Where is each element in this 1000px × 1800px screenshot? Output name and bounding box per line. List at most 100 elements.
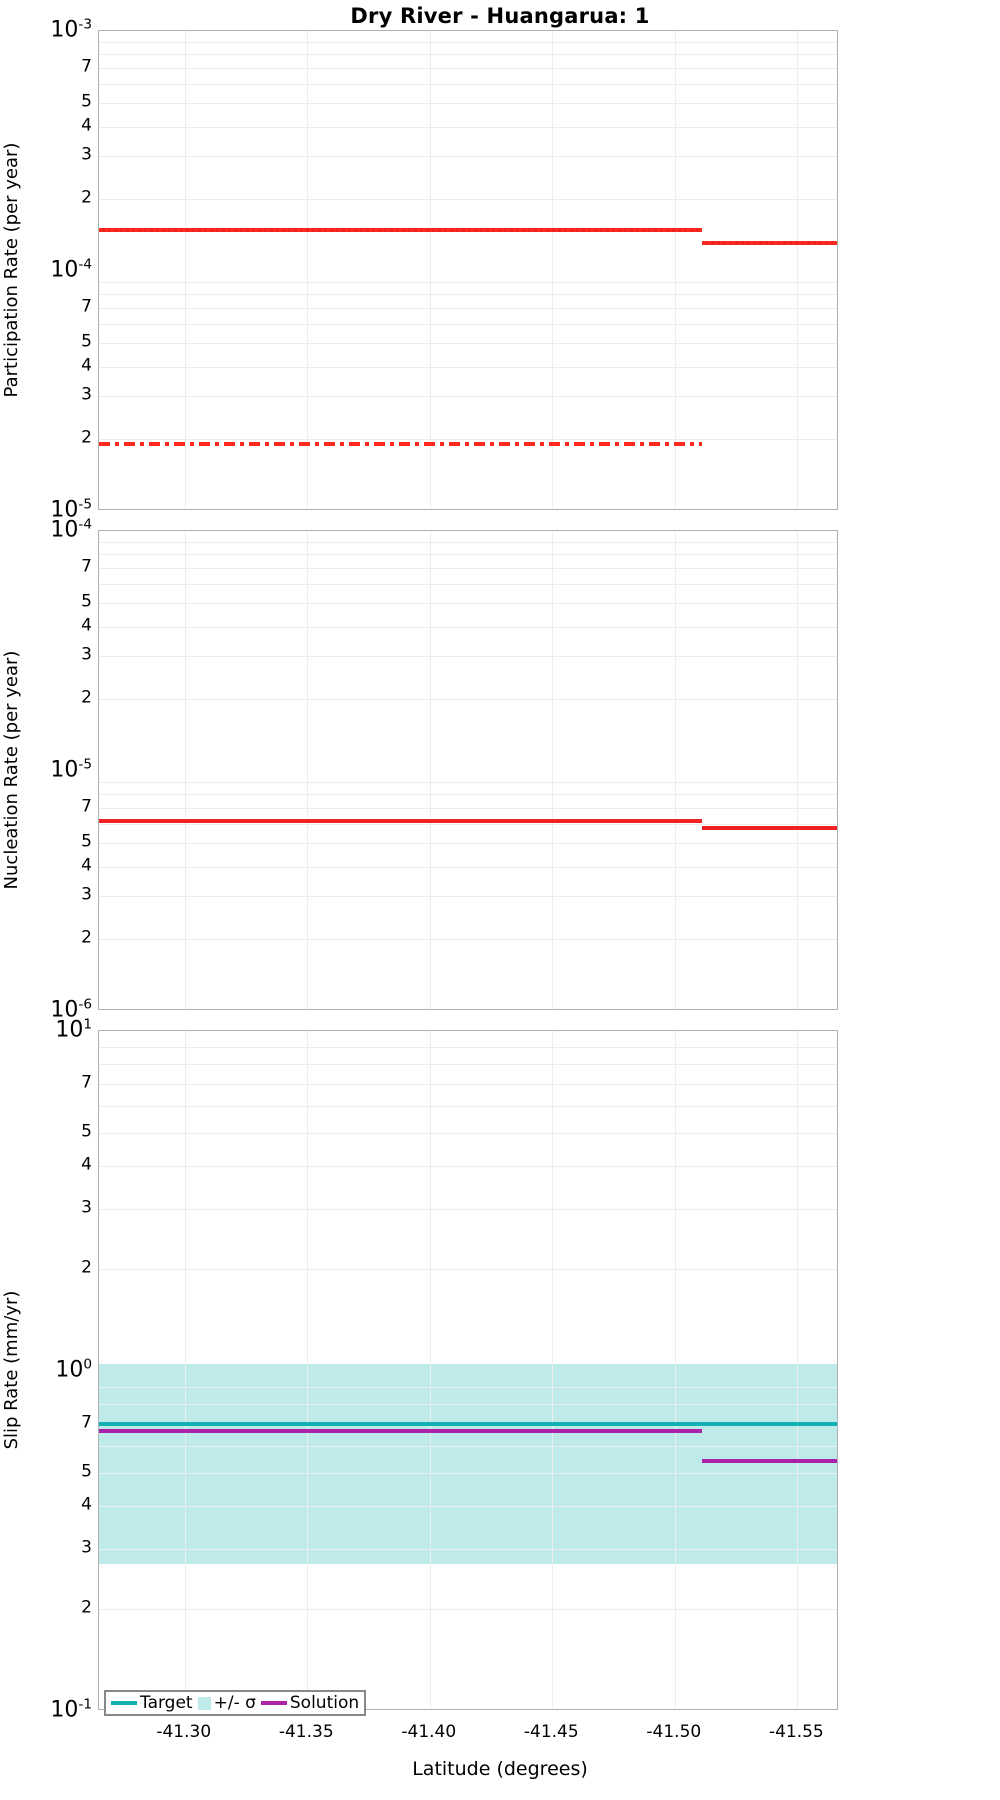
gridline-horizontal — [99, 1063, 837, 1065]
gridline-vertical — [184, 31, 186, 509]
y-tick-major: 101 — [55, 1016, 92, 1043]
gridline-vertical — [307, 1031, 309, 1709]
gridline-horizontal — [99, 1473, 837, 1475]
gridline-vertical — [552, 1031, 554, 1709]
y-tick-minor: 4 — [81, 1494, 92, 1515]
gridline-horizontal — [99, 568, 837, 570]
gridline-horizontal — [99, 324, 837, 326]
gridline-horizontal — [99, 1133, 837, 1135]
gridline-horizontal — [99, 938, 837, 940]
y-tick-minor: 4 — [81, 115, 92, 135]
gridline-horizontal — [99, 554, 837, 556]
legend-item[interactable]: +/- σ — [197, 1693, 256, 1713]
gridline-horizontal — [99, 603, 837, 605]
gridline-horizontal — [99, 794, 837, 796]
gridline-vertical — [429, 31, 431, 509]
gridline-vertical — [797, 1031, 799, 1709]
gridline-horizontal — [99, 198, 837, 200]
y-tick-minor: 5 — [81, 591, 92, 612]
gridline-vertical — [797, 531, 799, 1009]
y-tick-minor: 7 — [81, 1412, 92, 1433]
legend-panel3[interactable]: Target +/- σ Solution — [104, 1690, 367, 1716]
data-line-solution-nucleation — [99, 818, 702, 823]
y-tick-major: 10-5 — [50, 496, 92, 523]
y-tick-minor: 4 — [81, 855, 92, 875]
data-line-solution — [701, 1458, 837, 1463]
gridline-vertical — [307, 531, 309, 1009]
uncertainty-band — [99, 1363, 837, 1565]
y-tick-major: 100 — [55, 1356, 92, 1383]
legend-label: Solution — [289, 1693, 360, 1713]
y-tick-major: 10-6 — [50, 996, 92, 1023]
y-tick-minor: 5 — [81, 1461, 92, 1482]
gridline-horizontal — [99, 896, 837, 898]
data-line-m-7 — [701, 240, 837, 245]
y-tick-minor: 3 — [81, 1197, 92, 1218]
gridline-horizontal — [99, 68, 837, 70]
gridline-horizontal — [99, 698, 837, 700]
gridline-horizontal — [99, 781, 837, 783]
gridline-horizontal — [99, 1386, 837, 1388]
data-line-solution-nucleation — [701, 825, 837, 830]
x-tick-label: -41.40 — [401, 1722, 457, 1742]
y-tick-minor: 7 — [81, 56, 92, 77]
gridline-vertical — [797, 31, 799, 509]
x-tick-label: -41.55 — [768, 1722, 824, 1742]
y-tick-minor: 5 — [81, 1121, 92, 1142]
y-tick-minor: 4 — [81, 615, 92, 635]
gridline-horizontal — [99, 656, 837, 658]
y-tick-minor: 2 — [81, 687, 92, 708]
x-tick-label: -41.30 — [156, 1722, 212, 1742]
y-tick-minor: 5 — [81, 831, 92, 852]
gridline-horizontal — [99, 1208, 837, 1210]
y-tick-minor: 5 — [81, 91, 92, 112]
gridline-horizontal — [99, 1106, 837, 1108]
y-tick-minor: 3 — [81, 144, 92, 165]
gridline-horizontal — [99, 438, 837, 440]
gridline-horizontal — [99, 103, 837, 105]
gridline-horizontal — [99, 1506, 837, 1508]
legend-label: +/- σ — [213, 1693, 256, 1713]
gridline-horizontal — [99, 396, 837, 398]
gridline-horizontal — [99, 626, 837, 628]
y-tick-minor: 5 — [81, 331, 92, 352]
y-tick-minor: 2 — [81, 427, 92, 448]
gridline-horizontal — [99, 1083, 837, 1085]
page-title: Dry River - Huangarua: 1 — [350, 4, 650, 28]
y-tick-minor: 3 — [81, 1537, 92, 1558]
y-tick-minor: 2 — [81, 1257, 92, 1278]
legend-item[interactable]: Target — [111, 1693, 193, 1713]
gridline-vertical — [307, 31, 309, 509]
gridline-horizontal — [99, 584, 837, 586]
gridline-horizontal — [99, 1608, 837, 1610]
gridline-vertical — [674, 1031, 676, 1709]
y-tick-minor: 2 — [81, 187, 92, 208]
x-tick-label: -41.35 — [278, 1722, 334, 1742]
gridline-horizontal — [99, 294, 837, 296]
gridline-horizontal — [99, 281, 837, 283]
plot-panel-nucleation-rate — [98, 530, 838, 1010]
gridline-horizontal — [99, 1046, 837, 1048]
gridline-horizontal — [99, 1403, 837, 1405]
y-tick-minor: 2 — [81, 1597, 92, 1618]
gridline-vertical — [429, 1031, 431, 1709]
gridline-vertical — [184, 1031, 186, 1709]
legend-item[interactable]: Solution — [260, 1693, 360, 1713]
gridline-horizontal — [99, 808, 837, 810]
y-tick-minor: 7 — [81, 296, 92, 317]
gridline-horizontal — [99, 1548, 837, 1550]
y-tick-major: 10-3 — [50, 16, 92, 43]
gridline-vertical — [674, 531, 676, 1009]
y-tick-minor: 3 — [81, 644, 92, 665]
legend-swatch-line-icon — [260, 1701, 287, 1705]
gridline-horizontal — [99, 41, 837, 43]
y-tick-minor: 4 — [81, 1154, 92, 1175]
legend-label: Target — [140, 1693, 193, 1713]
gridline-vertical — [674, 31, 676, 509]
y-tick-major: 10-4 — [50, 516, 92, 543]
gridline-horizontal — [99, 84, 837, 86]
data-line-solution — [99, 1429, 702, 1434]
gridline-horizontal — [99, 824, 837, 826]
y-tick-minor: 7 — [81, 796, 92, 817]
gridline-horizontal — [99, 866, 837, 868]
